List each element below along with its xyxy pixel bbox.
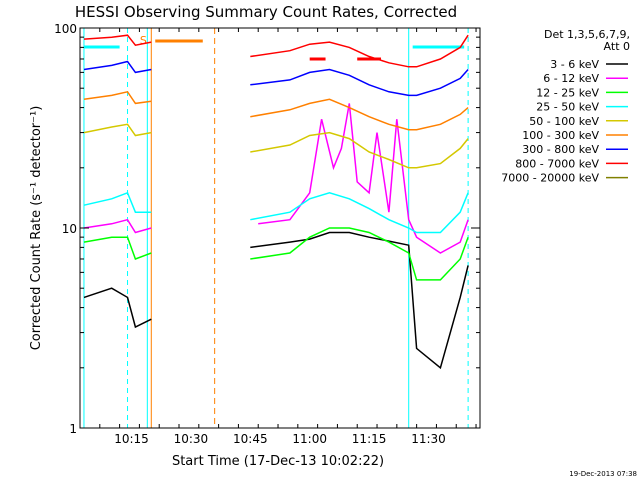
series-line-3-part-0: [83, 191, 152, 213]
y-tick-label: 1: [69, 422, 77, 436]
series-line-2-part-0: [83, 236, 152, 260]
x-axis-label: Start Time (17-Dec-13 10:02:22): [172, 454, 384, 469]
legend-entry-label: 6 - 12 keV: [543, 72, 599, 85]
legend-title-line-2: Att 0: [604, 40, 630, 53]
legend-title-line-1: Det 1,3,5,6,7,9,: [544, 28, 630, 41]
series-line-1-part-1: [258, 103, 469, 254]
legend-entry-label: 800 - 7000 keV: [515, 157, 599, 170]
legend-entry-label: 7000 - 20000 keV: [501, 172, 599, 185]
x-tick-label: 10:30: [174, 432, 209, 446]
y-axis: 1 10 100: [54, 22, 480, 436]
y-tick-label: 100: [54, 22, 77, 36]
series-line-7-part-1: [250, 34, 469, 68]
series-line-4-part-0: [83, 123, 152, 137]
flag-label: S: [140, 34, 147, 47]
series-line-6-part-0: [83, 60, 152, 74]
series-line-0-part-1: [250, 231, 469, 370]
y-axis-label: Corrected Count Rate (s⁻¹ detector⁻¹): [29, 106, 44, 351]
series-line-7-part-0: [83, 34, 152, 47]
legend-entry-label: 12 - 25 keV: [536, 86, 599, 99]
x-tick-label: 11:00: [292, 432, 327, 446]
legend-entry-label: 300 - 800 keV: [522, 143, 599, 156]
flag-bars: S: [83, 28, 469, 428]
series-lines: [83, 34, 469, 370]
series-line-0-part-0: [83, 287, 152, 329]
chart-title: HESSI Observing Summary Count Rates, Cor…: [75, 3, 457, 21]
series-line-5-part-1: [250, 98, 469, 131]
series-line-4-part-1: [250, 131, 469, 169]
legend-entry-label: 100 - 300 keV: [522, 129, 599, 142]
legend-entry-label: 3 - 6 keV: [550, 58, 599, 71]
series-line-1-part-0: [83, 218, 152, 234]
series-line-6-part-1: [250, 68, 469, 97]
x-axis: 10:15 10:30 10:45 11:00 11:15 11:30: [79, 28, 477, 446]
x-tick-label: 11:15: [352, 432, 387, 446]
series-line-3-part-1: [250, 192, 469, 234]
plot-frame: [79, 27, 481, 429]
x-tick-label: 10:15: [114, 432, 149, 446]
legend-entry-label: 50 - 100 keV: [529, 115, 599, 128]
y-tick-label: 10: [62, 222, 77, 236]
x-tick-label: 10:45: [233, 432, 268, 446]
series-line-5-part-0: [83, 90, 152, 105]
timestamp: 19-Dec-2013 07:38: [569, 470, 637, 478]
series-line-2-part-1: [250, 227, 469, 281]
legend-entry-label: 25 - 50 keV: [536, 101, 599, 114]
x-tick-label: 11:30: [411, 432, 446, 446]
